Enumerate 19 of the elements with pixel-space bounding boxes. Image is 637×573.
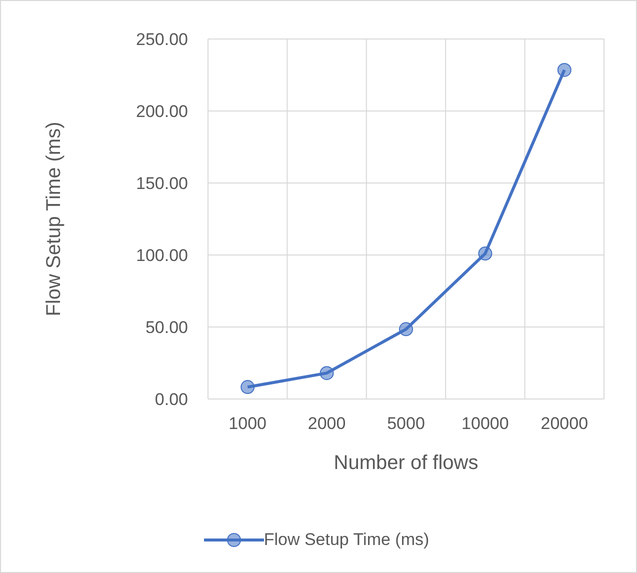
y-tick-label: 100.00 bbox=[136, 246, 188, 266]
y-tick-label: 200.00 bbox=[136, 102, 188, 122]
x-tick-label: 20000 bbox=[540, 414, 588, 434]
x-tick-label: 1000 bbox=[228, 414, 267, 434]
y-tick-label: 150.00 bbox=[136, 174, 188, 194]
x-tick-label: 10000 bbox=[462, 414, 509, 434]
y-tick-label: 50.00 bbox=[145, 318, 188, 338]
x-tick-label: 2000 bbox=[308, 414, 346, 434]
point bbox=[240, 380, 255, 394]
y-axis-title: Flow Setup Time (ms) bbox=[43, 122, 66, 316]
point bbox=[478, 246, 492, 261]
point bbox=[557, 62, 572, 77]
x-tick-label: 5000 bbox=[387, 414, 425, 434]
y-tick-label: 0.00 bbox=[154, 390, 188, 410]
y-tick-label: 250.00 bbox=[136, 30, 188, 50]
legend-label: Flow Setup Time (ms) bbox=[264, 530, 430, 550]
x-axis-title: Number of flows bbox=[334, 452, 478, 474]
point bbox=[399, 322, 413, 336]
point bbox=[320, 366, 334, 380]
